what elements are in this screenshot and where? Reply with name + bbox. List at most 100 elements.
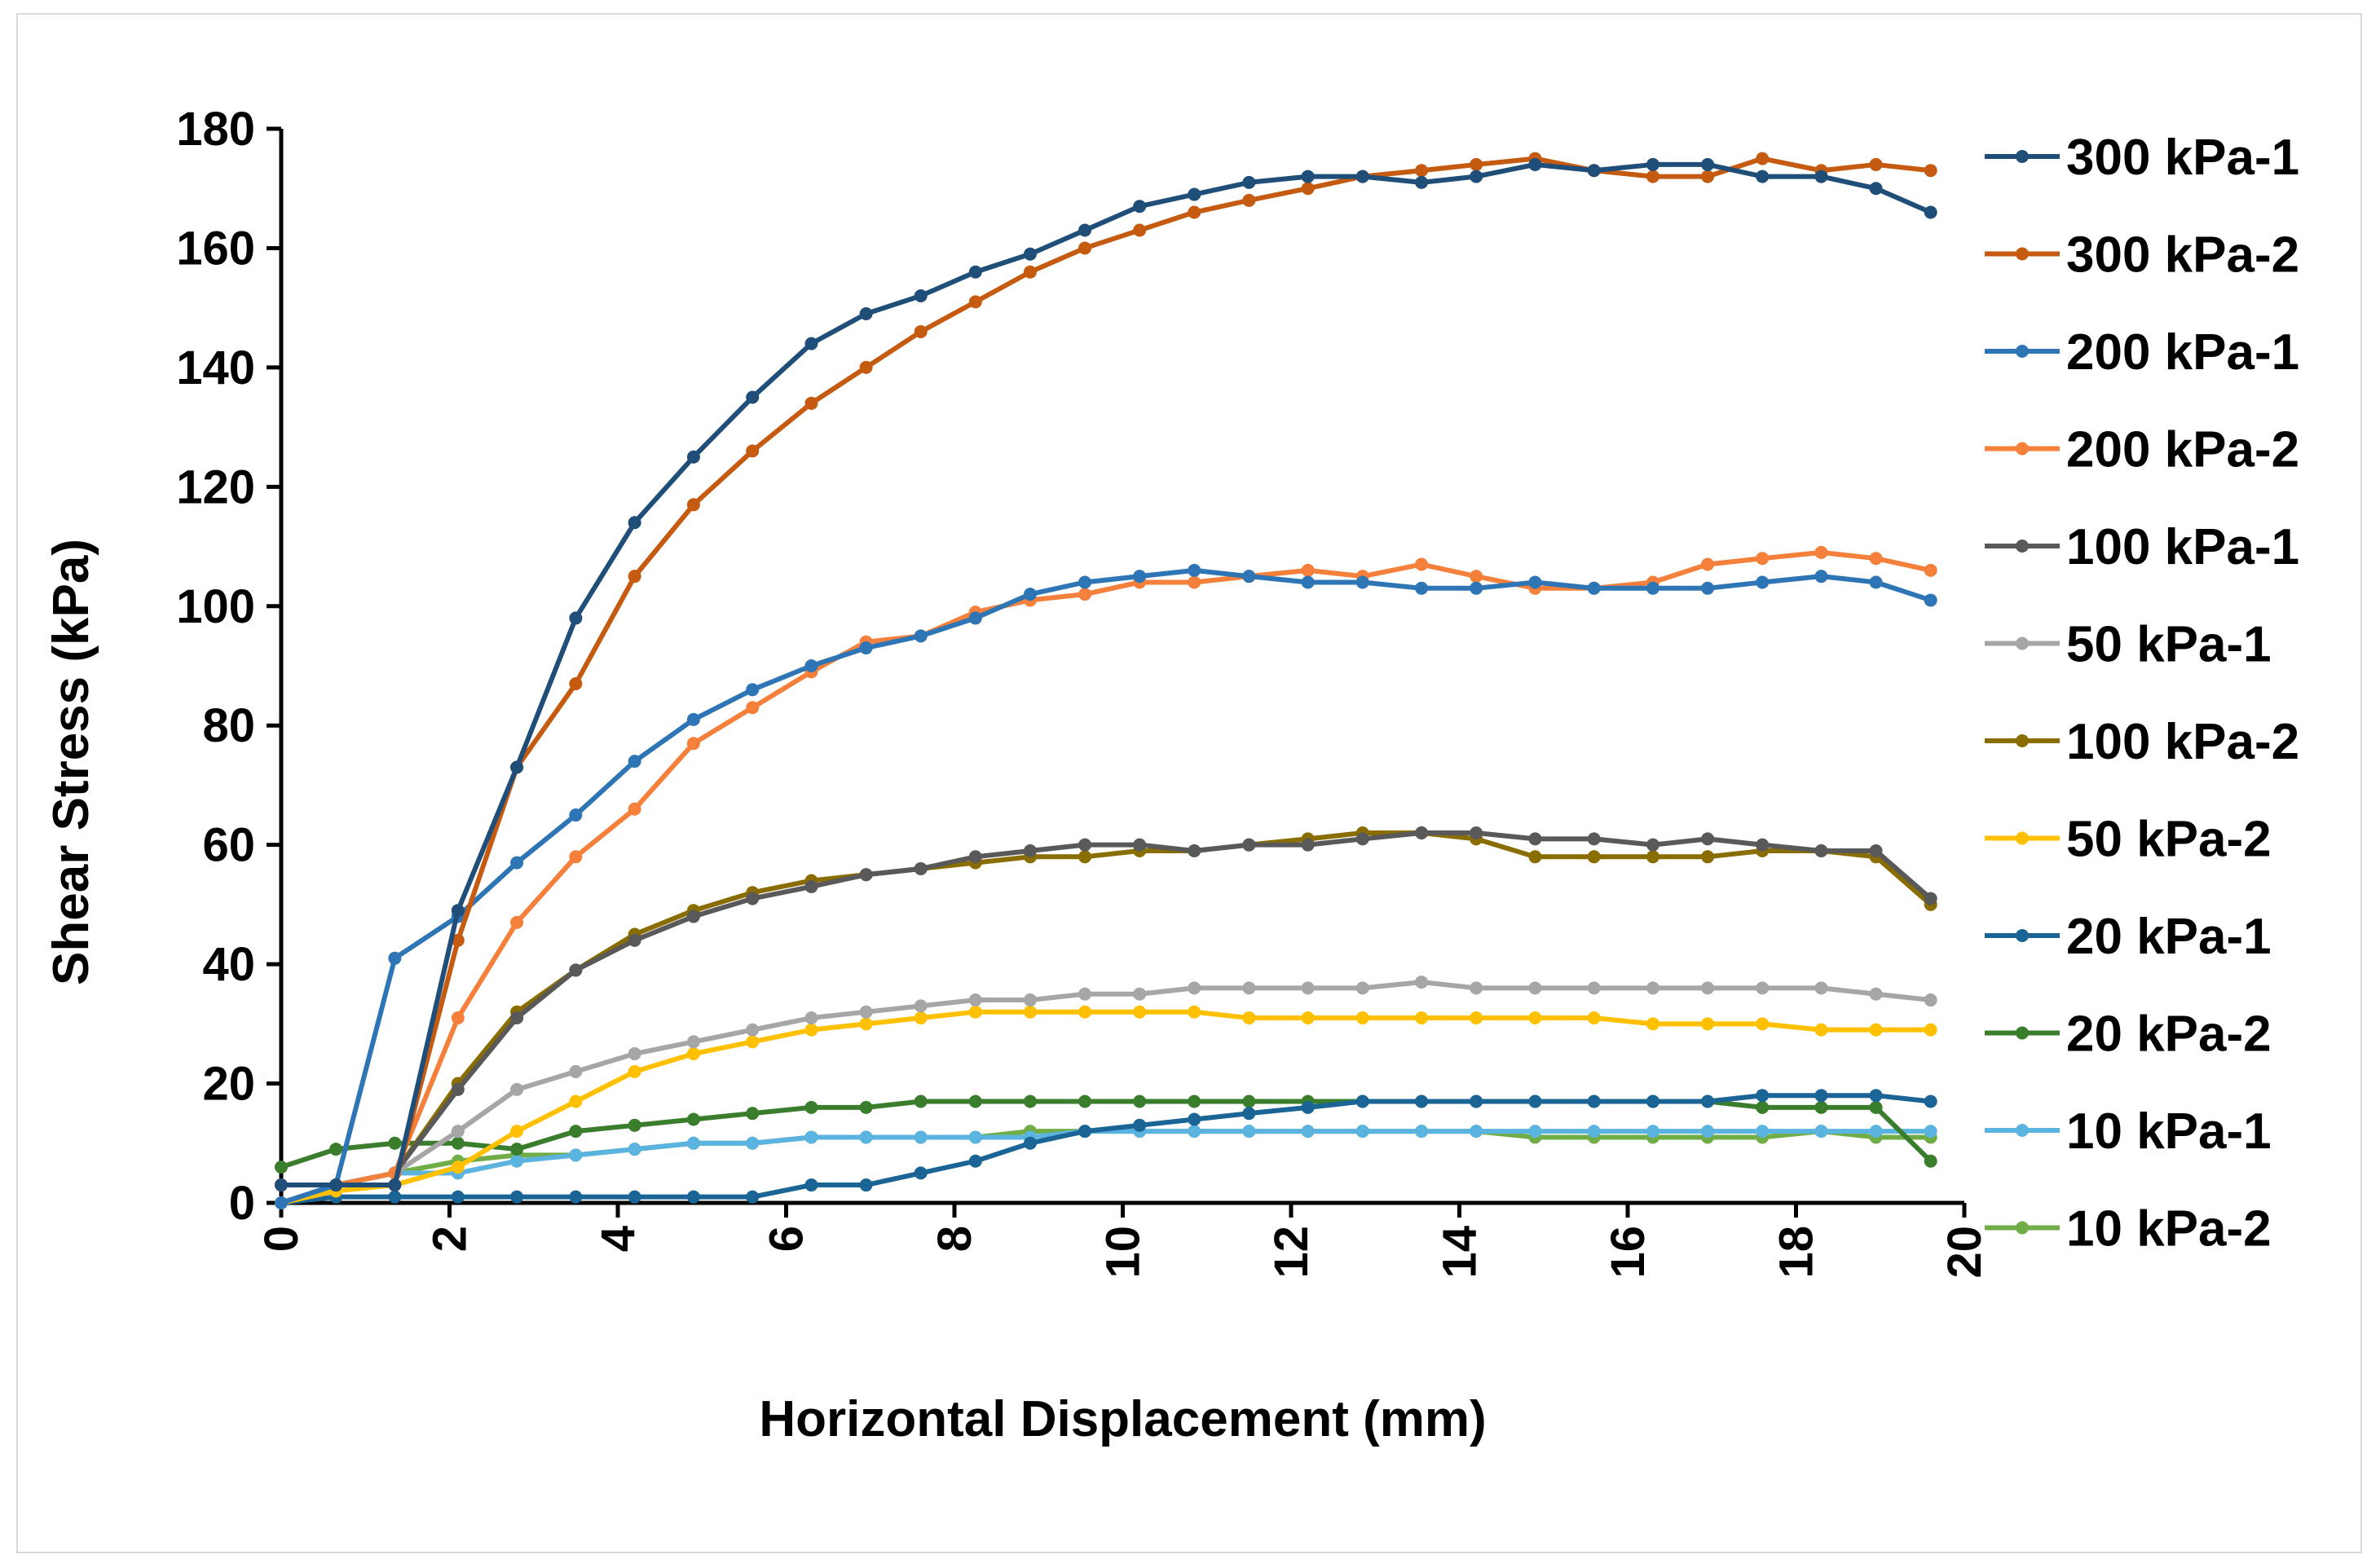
- data-point: [746, 1107, 760, 1121]
- data-point: [451, 1161, 465, 1174]
- data-point: [746, 1136, 760, 1150]
- data-point: [968, 1095, 982, 1108]
- data-point: [746, 1023, 760, 1037]
- data-point: [1646, 1095, 1659, 1108]
- data-point: [1078, 1005, 1092, 1019]
- data-point: [1646, 838, 1659, 852]
- data-point: [1301, 981, 1315, 995]
- data-point: [275, 1196, 288, 1209]
- data-point: [914, 1130, 928, 1144]
- data-point: [510, 1190, 524, 1204]
- data-point: [1646, 157, 1659, 171]
- legend-label: 20 kPa-1: [2066, 909, 2272, 965]
- y-tick-label: 20: [202, 1058, 255, 1111]
- data-point: [569, 1064, 583, 1078]
- data-point: [1756, 981, 1770, 995]
- x-tick-label: 10: [1097, 1226, 1150, 1279]
- x-tick-label: 2: [424, 1226, 477, 1252]
- data-point: [1023, 247, 1037, 261]
- data-point: [1470, 581, 1483, 595]
- data-point: [1188, 205, 1201, 219]
- data-point: [1924, 1125, 1937, 1139]
- data-point: [1924, 1095, 1937, 1108]
- legend-item: 200 kPa-1: [1985, 324, 2299, 381]
- data-point: [569, 676, 583, 690]
- data-point: [1023, 588, 1037, 601]
- data-point: [1470, 981, 1483, 995]
- data-point: [746, 390, 760, 404]
- data-point: [1814, 1100, 1828, 1114]
- data-point: [1587, 981, 1601, 995]
- data-point: [510, 760, 524, 774]
- series-20-kpa-1: [275, 1089, 1937, 1209]
- legend-swatch-marker: [2016, 734, 2029, 747]
- legend-item: 100 kPa-2: [1985, 714, 2299, 770]
- data-point: [1301, 575, 1315, 589]
- data-point: [1869, 157, 1883, 171]
- data-point: [1078, 1095, 1092, 1108]
- data-point: [1023, 993, 1037, 1007]
- data-point: [1756, 1017, 1770, 1031]
- legend-label: 10 kPa-1: [2066, 1103, 2272, 1160]
- data-point: [1355, 832, 1369, 846]
- data-point: [1701, 581, 1715, 595]
- data-point: [1301, 838, 1315, 852]
- data-point: [1528, 1095, 1542, 1108]
- data-point: [275, 1178, 288, 1192]
- series-100-kpa-1: [275, 826, 1937, 1192]
- data-point: [1242, 1107, 1256, 1121]
- data-point: [510, 1125, 524, 1139]
- data-point: [1587, 581, 1601, 595]
- x-tick-label: 14: [1434, 1226, 1487, 1279]
- data-point: [1528, 1125, 1542, 1139]
- data-point: [859, 360, 873, 374]
- data-point: [1301, 1125, 1315, 1139]
- legend-label: 100 kPa-2: [2066, 714, 2299, 770]
- data-point: [859, 1005, 873, 1019]
- data-point: [686, 712, 700, 726]
- data-point: [329, 1178, 343, 1192]
- data-point: [1701, 832, 1715, 846]
- legend-item: 300 kPa-1: [1985, 130, 2299, 186]
- data-point: [1528, 1011, 1542, 1025]
- legend-label: 200 kPa-2: [2066, 422, 2299, 478]
- data-point: [1188, 187, 1201, 201]
- data-point: [686, 1035, 700, 1049]
- data-point: [1528, 157, 1542, 171]
- data-point: [1188, 1125, 1201, 1139]
- data-point: [1924, 892, 1937, 905]
- data-point: [1869, 552, 1883, 566]
- data-point: [1133, 1095, 1147, 1108]
- legend-swatch-marker: [2016, 636, 2029, 650]
- data-point: [1133, 570, 1147, 584]
- data-point: [746, 1190, 760, 1204]
- x-ticks: 0 2 4 6 8 10 12 14 16 18 20: [255, 1203, 1991, 1279]
- series-line: [279, 567, 1933, 1205]
- data-point: [746, 701, 760, 715]
- data-point: [1301, 563, 1315, 577]
- data-point: [804, 1178, 818, 1192]
- data-point: [746, 1035, 760, 1049]
- data-point: [1814, 1089, 1828, 1103]
- y-tick-label: 100: [176, 580, 255, 633]
- data-point: [1646, 581, 1659, 595]
- data-point: [628, 516, 641, 530]
- data-point: [859, 306, 873, 320]
- series-line: [279, 830, 1933, 1188]
- data-point: [1814, 843, 1828, 857]
- data-point: [1869, 1089, 1883, 1103]
- data-point: [1078, 1125, 1092, 1139]
- data-point: [914, 1166, 928, 1180]
- legend: 300 kPa-1 300 kPa-2 200 kPa-1 200 kPa-2 100 …: [1985, 130, 2299, 1257]
- data-point: [1470, 826, 1483, 840]
- legend-label: 20 kPa-2: [2066, 1006, 2272, 1063]
- data-point: [569, 808, 583, 822]
- data-point: [686, 450, 700, 464]
- data-point: [968, 1130, 982, 1144]
- data-point: [1242, 1125, 1256, 1139]
- data-point: [1188, 563, 1201, 577]
- data-point: [1814, 1023, 1828, 1037]
- data-point: [569, 1125, 583, 1139]
- data-point: [1301, 170, 1315, 183]
